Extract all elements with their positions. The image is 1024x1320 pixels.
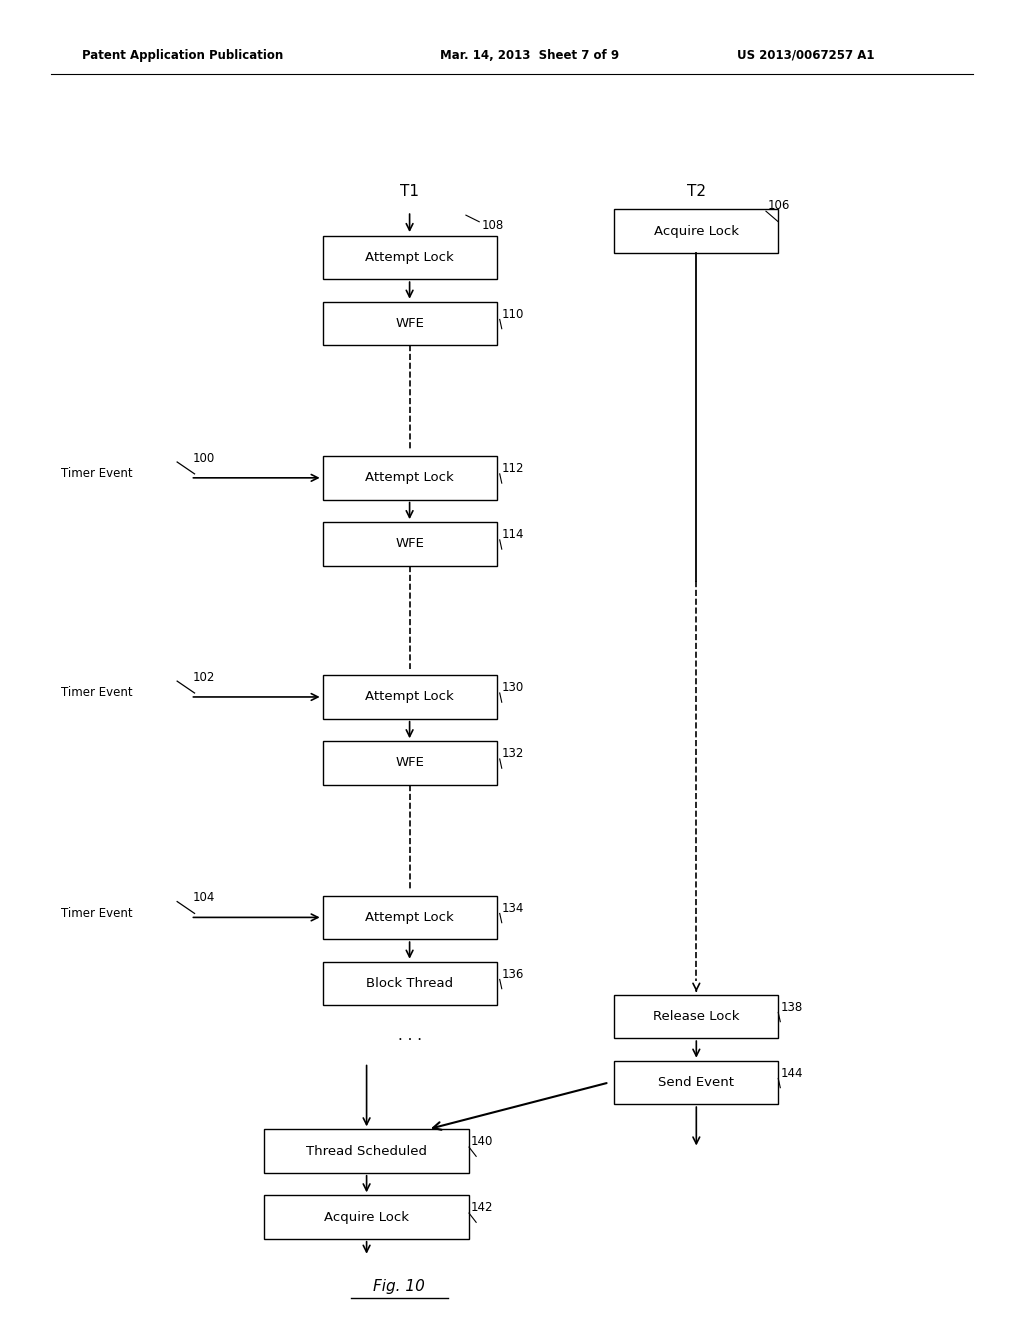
FancyBboxPatch shape xyxy=(323,741,497,784)
Text: WFE: WFE xyxy=(395,317,424,330)
Text: Send Event: Send Event xyxy=(658,1076,734,1089)
FancyBboxPatch shape xyxy=(614,209,778,253)
Text: Attempt Lock: Attempt Lock xyxy=(366,911,454,924)
Text: Fig. 10: Fig. 10 xyxy=(374,1279,425,1295)
Text: 100: 100 xyxy=(193,451,215,465)
Text: Patent Application Publication: Patent Application Publication xyxy=(82,49,284,62)
Text: Release Lock: Release Lock xyxy=(653,1010,739,1023)
FancyBboxPatch shape xyxy=(323,895,497,940)
Text: 102: 102 xyxy=(193,671,215,684)
FancyBboxPatch shape xyxy=(323,455,497,499)
Text: 142: 142 xyxy=(471,1201,494,1214)
Text: Attempt Lock: Attempt Lock xyxy=(366,690,454,704)
Text: T1: T1 xyxy=(400,183,419,199)
Text: WFE: WFE xyxy=(395,756,424,770)
Text: 144: 144 xyxy=(780,1067,803,1080)
Text: T2: T2 xyxy=(687,183,706,199)
Text: 106: 106 xyxy=(768,199,791,213)
Text: 114: 114 xyxy=(502,528,524,541)
Text: Block Thread: Block Thread xyxy=(366,977,454,990)
Text: Timer Event: Timer Event xyxy=(61,686,133,700)
Text: Attempt Lock: Attempt Lock xyxy=(366,471,454,484)
FancyBboxPatch shape xyxy=(323,676,497,718)
FancyBboxPatch shape xyxy=(323,961,497,1006)
FancyBboxPatch shape xyxy=(323,521,497,565)
FancyBboxPatch shape xyxy=(614,1061,778,1104)
FancyBboxPatch shape xyxy=(323,301,497,345)
Text: Thread Scheduled: Thread Scheduled xyxy=(306,1144,427,1158)
Text: 108: 108 xyxy=(481,219,504,232)
Text: Timer Event: Timer Event xyxy=(61,467,133,480)
FancyBboxPatch shape xyxy=(264,1196,469,1238)
Text: 112: 112 xyxy=(502,462,524,475)
Text: Timer Event: Timer Event xyxy=(61,907,133,920)
Text: 136: 136 xyxy=(502,968,524,981)
Text: WFE: WFE xyxy=(395,537,424,550)
Text: Mar. 14, 2013  Sheet 7 of 9: Mar. 14, 2013 Sheet 7 of 9 xyxy=(440,49,620,62)
Text: US 2013/0067257 A1: US 2013/0067257 A1 xyxy=(737,49,874,62)
Text: Attempt Lock: Attempt Lock xyxy=(366,251,454,264)
FancyBboxPatch shape xyxy=(614,995,778,1038)
Text: . . .: . . . xyxy=(397,1030,422,1043)
Text: Acquire Lock: Acquire Lock xyxy=(653,224,739,238)
Text: 138: 138 xyxy=(780,1001,803,1014)
Text: 140: 140 xyxy=(471,1135,494,1148)
Text: 130: 130 xyxy=(502,681,524,694)
Text: 134: 134 xyxy=(502,902,524,915)
FancyBboxPatch shape xyxy=(264,1129,469,1172)
FancyBboxPatch shape xyxy=(323,235,497,279)
Text: 110: 110 xyxy=(502,308,524,321)
Text: 132: 132 xyxy=(502,747,524,760)
Text: Acquire Lock: Acquire Lock xyxy=(324,1210,410,1224)
Text: 104: 104 xyxy=(193,891,215,904)
